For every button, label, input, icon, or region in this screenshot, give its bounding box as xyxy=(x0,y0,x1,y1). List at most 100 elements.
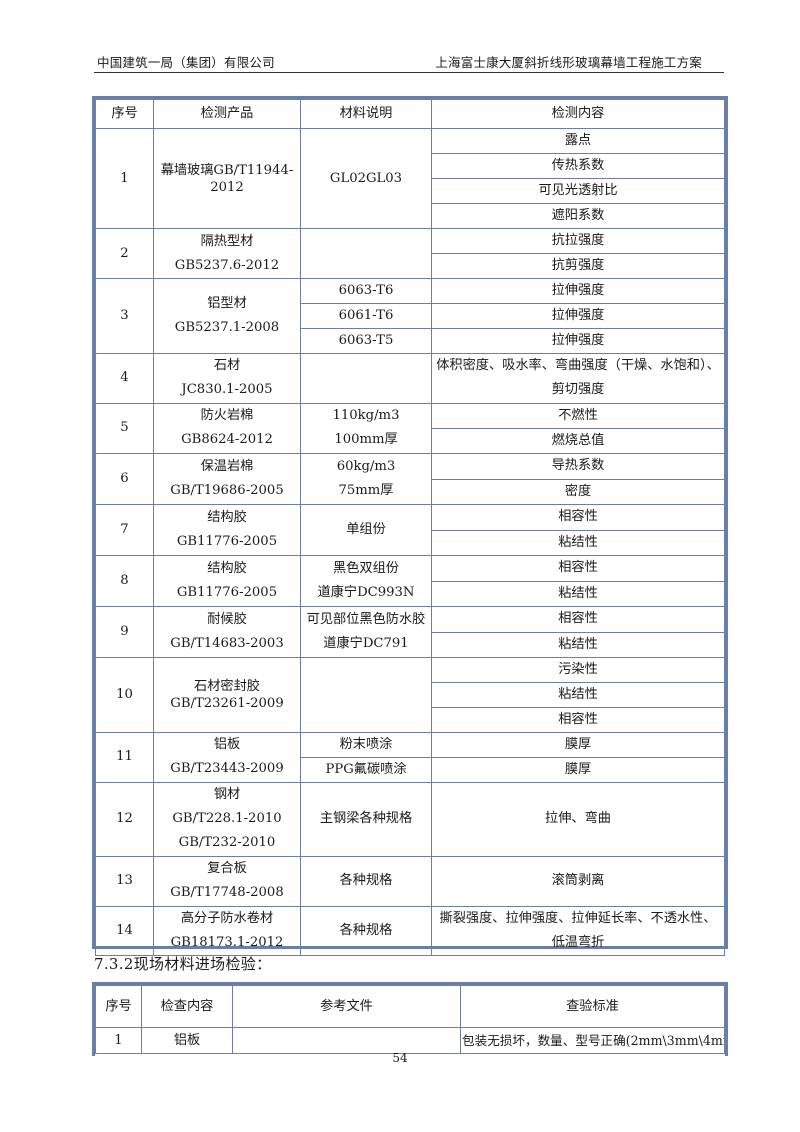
product-standard: GB/T23443-2009 xyxy=(170,761,284,777)
row-no: 13 xyxy=(95,855,154,907)
table-header-row: 序号 检查内容 参考文件 查验标准 xyxy=(95,985,725,1028)
row-no: 7 xyxy=(95,504,154,556)
material-spec: 道康宁DC791 xyxy=(323,635,409,651)
row-content: 导热系数 密度 xyxy=(431,453,725,506)
table-row: 6 保温岩棉 GB/T19686-2005 60kg/m3 75mm厚 导热系数… xyxy=(95,453,725,506)
product-standard: GB/T19686-2005 xyxy=(170,483,284,499)
table-row: PPG氟碳喷涂 膜厚 xyxy=(96,756,725,783)
inspection-table-frame: 序号 检测产品 材料说明 检测内容 1 幕墙玻璃GB/T11944-2012 G… xyxy=(92,96,728,957)
product-name: 石材 xyxy=(213,358,241,374)
row-material: 110kg/m3 100mm厚 xyxy=(300,402,432,455)
product-name: 耐候胶 xyxy=(207,611,247,627)
table-row: 1 铝板 包装无损坏，数量、型号正确(2mm\3mm\4mm xyxy=(95,1027,725,1054)
row-no: 9 xyxy=(95,605,154,658)
row-material xyxy=(300,656,432,733)
row-no: 10 xyxy=(95,656,154,733)
row-product: 高分子防水卷材 GB18173.1-2012 xyxy=(153,905,301,957)
row-no: 2 xyxy=(95,228,154,279)
material-spec: 黑色双组份 xyxy=(333,560,399,576)
col-header-product: 检测产品 xyxy=(153,99,301,129)
row-no: 4 xyxy=(95,353,154,404)
table-row: 6063-T5 拉伸强度 xyxy=(96,328,725,354)
table-row: 10 石材密封胶GB/T23261-2009 污染性 xyxy=(95,656,725,733)
row-content: 拉伸强度 xyxy=(431,303,725,329)
row-content: 拉伸强度 xyxy=(431,278,725,304)
row-material: 60kg/m3 75mm厚 xyxy=(300,453,432,506)
row-no: 3 xyxy=(95,278,154,354)
row-material: PPG氟碳喷涂 xyxy=(300,756,432,783)
row-product: 铝板 GB/T23443-2009 xyxy=(153,731,301,783)
product-name: 防火岩棉 xyxy=(200,408,254,424)
row-no: 1 xyxy=(95,1027,142,1054)
col-header-standard: 查验标准 xyxy=(460,985,725,1028)
content-line: 相容性 xyxy=(432,607,724,633)
site-inspection-table: 序号 检查内容 参考文件 查验标准 1 铝板 包装无损坏，数量、型号正确(2mm… xyxy=(95,985,725,1054)
row-content: 体积密度、吸水率、弯曲强度（干燥、水饱和）、剪切强度 xyxy=(431,353,725,404)
row-no: 8 xyxy=(95,554,154,607)
row-content: 抗剪强度 xyxy=(431,253,725,279)
row-product: 防火岩棉 GB8624-2012 xyxy=(153,402,301,455)
content-line: 相容性 xyxy=(432,506,724,531)
row-content: 膜厚 xyxy=(431,756,725,783)
row-material: 各种规格 xyxy=(300,905,432,957)
product-name: 保温岩棉 xyxy=(200,459,254,475)
product-standard: JC830.1-2005 xyxy=(181,382,273,398)
material-spec: 75mm厚 xyxy=(338,483,394,499)
material-spec: 110kg/m3 xyxy=(332,408,400,424)
row-product: 结构胶 GB11776-2005 xyxy=(153,554,301,607)
site-inspection-table-frame: 序号 检查内容 参考文件 查验标准 1 铝板 包装无损坏，数量、型号正确(2mm… xyxy=(92,982,728,1056)
row-material: 6063-T6 xyxy=(300,278,432,304)
row-no: 12 xyxy=(95,781,154,857)
row-product: 石材密封胶GB/T23261-2009 xyxy=(153,656,301,733)
table-row: 14 高分子防水卷材 GB18173.1-2012 各种规格 撕裂强度、拉伸强度… xyxy=(95,905,725,957)
table-row: 6061-T6 拉伸强度 xyxy=(96,303,725,329)
table-row: 1 幕墙玻璃GB/T11944-2012 GL02GL03 露点 xyxy=(95,128,725,229)
row-product: 耐候胶 GB/T14683-2003 xyxy=(153,605,301,658)
row-no: 1 xyxy=(95,128,154,229)
table-row: 3 铝型材 GB5237.1-2008 6063-T6 拉伸强度 xyxy=(95,278,725,354)
header-divider xyxy=(94,72,724,73)
product-name: 高分子防水卷材 xyxy=(180,910,274,926)
header-doc-title: 上海富士康大厦斜折线形玻璃幕墙工程施工方案 xyxy=(435,55,702,70)
product-standard: GB8624-2012 xyxy=(181,432,273,448)
row-content: 撕裂强度、拉伸强度、拉伸延长率、不透水性、低温弯折 xyxy=(431,905,725,957)
table-header-row: 序号 检测产品 材料说明 检测内容 xyxy=(95,99,725,129)
row-content: 传热系数 xyxy=(431,153,725,179)
product-name: 结构胶 xyxy=(207,510,247,526)
row-no: 5 xyxy=(95,402,154,455)
product-standard: GB11776-2005 xyxy=(176,534,278,550)
row-content: 遮阳系数 xyxy=(431,203,725,229)
table-row: 9 耐候胶 GB/T14683-2003 可见部位黑色防水胶 道康宁DC791 … xyxy=(95,605,725,658)
inspection-table: 序号 检测产品 材料说明 检测内容 1 幕墙玻璃GB/T11944-2012 G… xyxy=(95,99,725,957)
product-standard: GB5237.1-2008 xyxy=(174,320,280,335)
row-material: 单组份 xyxy=(300,504,432,556)
col-header-item: 检查内容 xyxy=(141,985,233,1028)
row-content: 抗拉强度 xyxy=(431,228,725,254)
col-header-content: 检测内容 xyxy=(431,99,725,129)
content-line: 粘结性 xyxy=(558,636,598,652)
row-material: 各种规格 xyxy=(300,855,432,907)
product-standard: GB/T232-2010 xyxy=(178,835,276,851)
material-spec: 60kg/m3 xyxy=(336,459,396,475)
content-line: 导热系数 xyxy=(432,455,724,481)
row-content: 拉伸、弯曲 xyxy=(431,781,725,857)
row-reference xyxy=(232,1027,461,1054)
product-standard: GB/T228.1-2010 xyxy=(172,811,282,827)
table-row: 抗剪强度 xyxy=(96,253,725,279)
row-content: 拉伸强度 xyxy=(431,328,725,354)
row-product: 石材 JC830.1-2005 xyxy=(153,353,301,404)
product-name: 钢材 xyxy=(213,787,241,803)
row-product: 复合板 GB/T17748-2008 xyxy=(153,855,301,907)
header-company: 中国建筑一局（集团）有限公司 xyxy=(97,55,275,70)
row-material: 黑色双组份 道康宁DC993N xyxy=(300,554,432,607)
material-spec: 可见部位黑色防水胶 xyxy=(306,611,426,627)
product-name: 铝板 xyxy=(213,737,241,753)
row-material: 可见部位黑色防水胶 道康宁DC791 xyxy=(300,605,432,658)
table-row: 13 复合板 GB/T17748-2008 各种规格 滚筒剥离 xyxy=(95,855,725,907)
row-content: 相容性 粘结性 xyxy=(431,554,725,607)
material-spec: 道康宁DC993N xyxy=(317,584,415,600)
row-no: 6 xyxy=(95,453,154,506)
table-row: 8 结构胶 GB11776-2005 黑色双组份 道康宁DC993N 相容性 粘… xyxy=(95,554,725,607)
row-material xyxy=(300,353,432,404)
table-row: 5 防火岩棉 GB8624-2012 110kg/m3 100mm厚 不燃性 燃… xyxy=(95,402,725,455)
